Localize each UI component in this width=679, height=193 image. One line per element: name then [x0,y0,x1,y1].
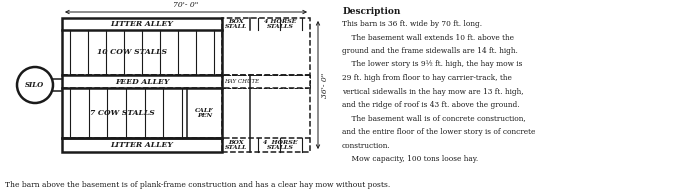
Text: 4 HORSE
STALLS: 4 HORSE STALLS [264,19,296,29]
Text: CALF
PEN: CALF PEN [195,108,214,118]
Text: BOX
STALL: BOX STALL [225,140,247,150]
Text: 10 COW STALLS: 10 COW STALLS [97,48,167,57]
Text: The basement wall extends 10 ft. above the: The basement wall extends 10 ft. above t… [342,34,514,41]
Bar [62,18,222,152]
Text: and the ridge of roof is 43 ft. above the ground.: and the ridge of roof is 43 ft. above th… [342,101,519,109]
Text: The basement wall is of concrete construction,: The basement wall is of concrete constru… [342,114,526,123]
Text: 29 ft. high from floor to hay carrier-track, the: 29 ft. high from floor to hay carrier-tr… [342,74,512,82]
Bar [222,75,310,88]
Text: LITTER ALLEY: LITTER ALLEY [111,141,173,149]
Bar [222,18,310,152]
Text: vertical sidewalls in the hay mow are 13 ft. high,: vertical sidewalls in the hay mow are 13… [342,87,524,96]
Text: 36'- 0": 36'- 0" [321,72,329,98]
Text: 4  HORSE
STALLS: 4 HORSE STALLS [263,140,297,150]
Text: HAY CHUTE: HAY CHUTE [224,79,259,84]
Text: This barn is 36 ft. wide by 70 ft. long.: This barn is 36 ft. wide by 70 ft. long. [342,20,482,28]
Text: LITTER ALLEY: LITTER ALLEY [111,20,173,28]
Text: Mow capacity, 100 tons loose hay.: Mow capacity, 100 tons loose hay. [342,155,478,163]
Text: BOX
STALL: BOX STALL [225,19,247,29]
Text: The barn above the basement is of plank-frame construction and has a clear hay m: The barn above the basement is of plank-… [5,181,390,189]
Text: 7 COW STALLS: 7 COW STALLS [90,109,154,117]
Text: construction.: construction. [342,141,390,150]
Text: Description: Description [343,7,401,16]
Text: The lower story is 9½ ft. high, the hay mow is: The lower story is 9½ ft. high, the hay … [342,60,522,69]
Text: and the entire floor of the lower story is of concrete: and the entire floor of the lower story … [342,128,535,136]
Text: ground and the frame sidewalls are 14 ft. high.: ground and the frame sidewalls are 14 ft… [342,47,518,55]
Text: SILO: SILO [25,81,45,89]
Text: 70'- 0": 70'- 0" [173,1,199,9]
Text: FEED ALLEY: FEED ALLEY [115,78,169,85]
